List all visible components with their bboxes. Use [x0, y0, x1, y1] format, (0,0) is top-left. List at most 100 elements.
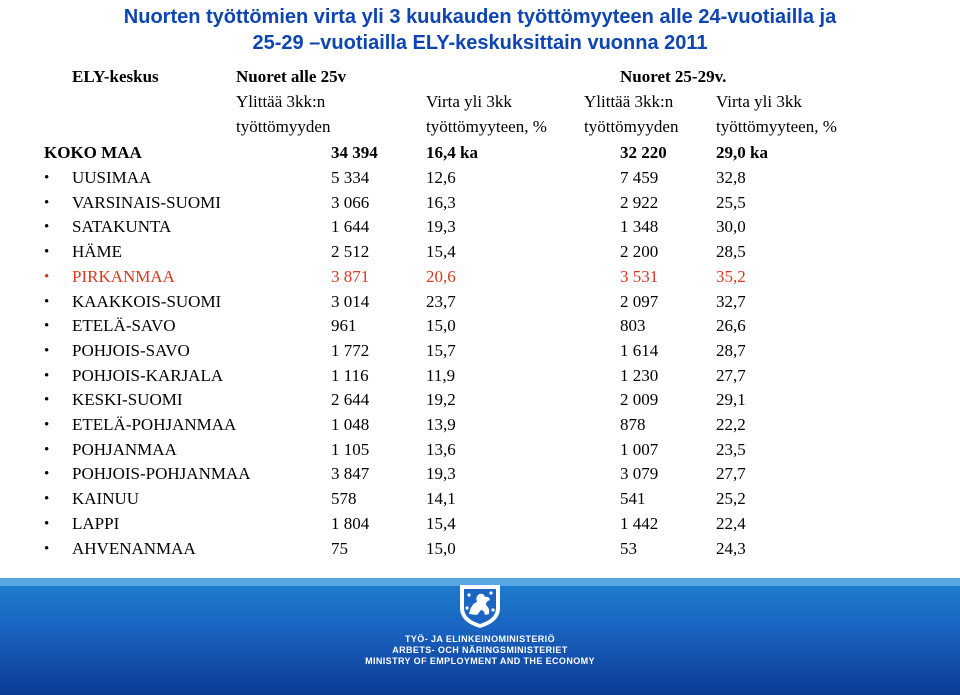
row-c1: 1 105: [331, 439, 370, 459]
row-label: POHJOIS-POHJANMAA: [72, 464, 251, 484]
row-c4: 32,7: [716, 291, 746, 311]
row-c3: 1 442: [620, 513, 659, 533]
row-c2: 19,2: [426, 390, 456, 410]
title-line-2: 25-29 –vuotiailla ELY-keskuksittain vuon…: [252, 32, 708, 54]
row-c4: 25,5: [716, 192, 746, 212]
row-c1: 3 066: [331, 192, 370, 212]
row-c4: 24,3: [716, 538, 746, 558]
header-col4-line2: työttömyyteen, %: [716, 117, 837, 136]
table-row: • KAAKKOIS-SUOMI 3 014 23,7 2 097 32,7: [0, 290, 960, 314]
row-label: POHJANMAA: [72, 439, 177, 459]
total-c3: 32 220: [620, 143, 667, 162]
table-row: • POHJOIS-SAVO 1 772 15,7 1 614 28,7: [0, 339, 960, 363]
row-c4: 22,4: [716, 513, 746, 533]
row-c1: 578: [331, 489, 357, 509]
bullet-icon: •: [44, 318, 50, 335]
row-label: ETELÄ-POHJANMAA: [72, 415, 237, 434]
header-col1-line2: työttömyyden: [236, 117, 331, 136]
table-row: • POHJANMAA 1 105 13,6 1 007 23,5: [0, 438, 960, 462]
bullet-icon: •: [44, 367, 50, 384]
row-label: POHJOIS-KARJALA: [72, 365, 224, 385]
header-group-25-29: Nuoret 25-29v.: [620, 67, 727, 86]
row-c1: 2 644: [331, 390, 370, 410]
row-c3: 53: [620, 538, 637, 558]
row-c3: 2 200: [620, 242, 659, 262]
row-c4: 35,2: [716, 266, 746, 286]
total-label: KOKO MAA: [44, 143, 142, 162]
row-c4: 23,5: [716, 439, 746, 459]
row-c1: 3 871: [331, 266, 370, 286]
row-c2: 13,9: [426, 415, 456, 434]
header-col1-line1: Ylittää 3kk:n: [236, 92, 326, 111]
row-c4: 28,5: [716, 242, 746, 262]
row-c3: 7 459: [620, 168, 659, 187]
row-c1: 961: [331, 316, 357, 336]
row-c3: 541: [620, 489, 646, 509]
row-c1: 2 512: [331, 242, 370, 262]
bullet-icon: •: [44, 170, 50, 186]
row-c4: 30,0: [716, 217, 746, 237]
header-col4-line1: Virta yli 3kk: [716, 92, 802, 111]
row-label: POHJOIS-SAVO: [72, 340, 190, 360]
ministry-name-fi: TYÖ- JA ELINKEINOMINISTERIÖ: [405, 634, 555, 644]
table-row: • POHJOIS-KARJALA 1 116 11,9 1 230 27,7: [0, 364, 960, 388]
row-c3: 1 348: [620, 217, 659, 237]
row-label: ETELÄ-SAVO: [72, 316, 176, 336]
header-ely-keskus: ELY-keskus: [72, 67, 159, 86]
bullet-icon: •: [44, 392, 50, 409]
row-label: AHVENANMAA: [72, 538, 196, 558]
table-row: • ETELÄ-SAVO 961 15,0 803 26,6: [0, 314, 960, 338]
row-c4: 32,8: [716, 168, 746, 187]
row-c1: 3 847: [331, 464, 370, 484]
header-col3-line2: työttömyyden: [584, 117, 679, 136]
row-c1: 1 772: [331, 340, 370, 360]
row-label: KAAKKOIS-SUOMI: [72, 291, 222, 311]
row-c2: 16,3: [426, 192, 456, 212]
row-c4: 25,2: [716, 489, 746, 509]
bullet-icon: •: [44, 466, 50, 483]
row-c3: 2 009: [620, 390, 659, 410]
total-c1: 34 394: [331, 143, 378, 162]
title-line-1: Nuorten työttömien virta yli 3 kuukauden…: [123, 6, 837, 28]
table-row: • POHJOIS-POHJANMAA 3 847 19,3 3 079 27,7: [0, 462, 960, 486]
row-c2: 13,6: [426, 439, 456, 459]
table-row: • PIRKANMAA 3 871 20,6 3 531 35,2: [0, 265, 960, 289]
row-c2: 20,6: [426, 266, 456, 286]
row-c2: 15,4: [426, 513, 456, 533]
bullet-icon: •: [44, 540, 50, 557]
row-c1: 75: [331, 538, 348, 558]
row-c3: 2 922: [620, 192, 659, 212]
row-c1: 3 014: [331, 291, 370, 311]
row-c2: 11,9: [426, 365, 456, 385]
bullet-icon: •: [44, 441, 50, 458]
header-col2-line2: työttömyyteen, %: [426, 117, 547, 136]
ministry-name-sv: ARBETS- OCH NÄRINGSMINISTERIET: [392, 645, 568, 655]
row-c3: 1 614: [620, 340, 659, 360]
bullet-icon: •: [44, 268, 50, 285]
row-c2: 15,7: [426, 340, 456, 360]
header-col2-line1: Virta yli 3kk: [426, 92, 512, 111]
page-title: Nuorten työttömien virta yli 3 kuukauden…: [0, 4, 960, 56]
row-c4: 22,2: [716, 415, 746, 434]
row-label: VARSINAIS-SUOMI: [72, 192, 221, 212]
table-row: • ETELÄ-POHJANMAA 1 048 13,9 878 22,2: [0, 413, 960, 437]
row-c4: 27,7: [716, 464, 746, 484]
header-col3-line1: Ylittää 3kk:n: [584, 92, 674, 111]
row-c1: 5 334: [331, 168, 370, 187]
row-c3: 803: [620, 316, 646, 336]
row-c1: 1 804: [331, 513, 370, 533]
row-label: HÄME: [72, 242, 123, 262]
row-c4: 27,7: [716, 365, 746, 385]
footer-stripe: [0, 578, 960, 586]
finnish-lion-coat-of-arms-icon: [460, 585, 500, 628]
row-label: PIRKANMAA: [72, 266, 175, 286]
header-group-under-25: Nuoret alle 25v: [236, 67, 347, 86]
bullet-icon: •: [44, 417, 50, 433]
table-row-total: KOKO MAA 34 394 16,4 ka 32 220 29,0 ka: [0, 141, 960, 165]
table-row: • HÄME 2 512 15,4 2 200 28,5: [0, 240, 960, 264]
row-label: LAPPI: [72, 513, 120, 533]
row-c2: 19,3: [426, 217, 456, 237]
row-c3: 3 531: [620, 266, 659, 286]
row-c3: 878: [620, 415, 646, 434]
row-c1: 1 644: [331, 217, 370, 237]
